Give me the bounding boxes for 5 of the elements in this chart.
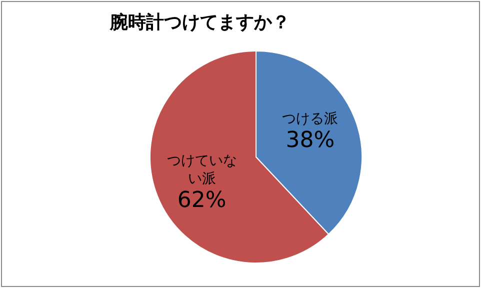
data-label: 62%: [176, 188, 228, 214]
slice-label: つけていない派: [166, 152, 238, 188]
chart-title: 腕時計つけてますか？: [108, 11, 291, 34]
data-label: 38%: [284, 128, 336, 154]
slice-label: つける派: [281, 110, 340, 128]
